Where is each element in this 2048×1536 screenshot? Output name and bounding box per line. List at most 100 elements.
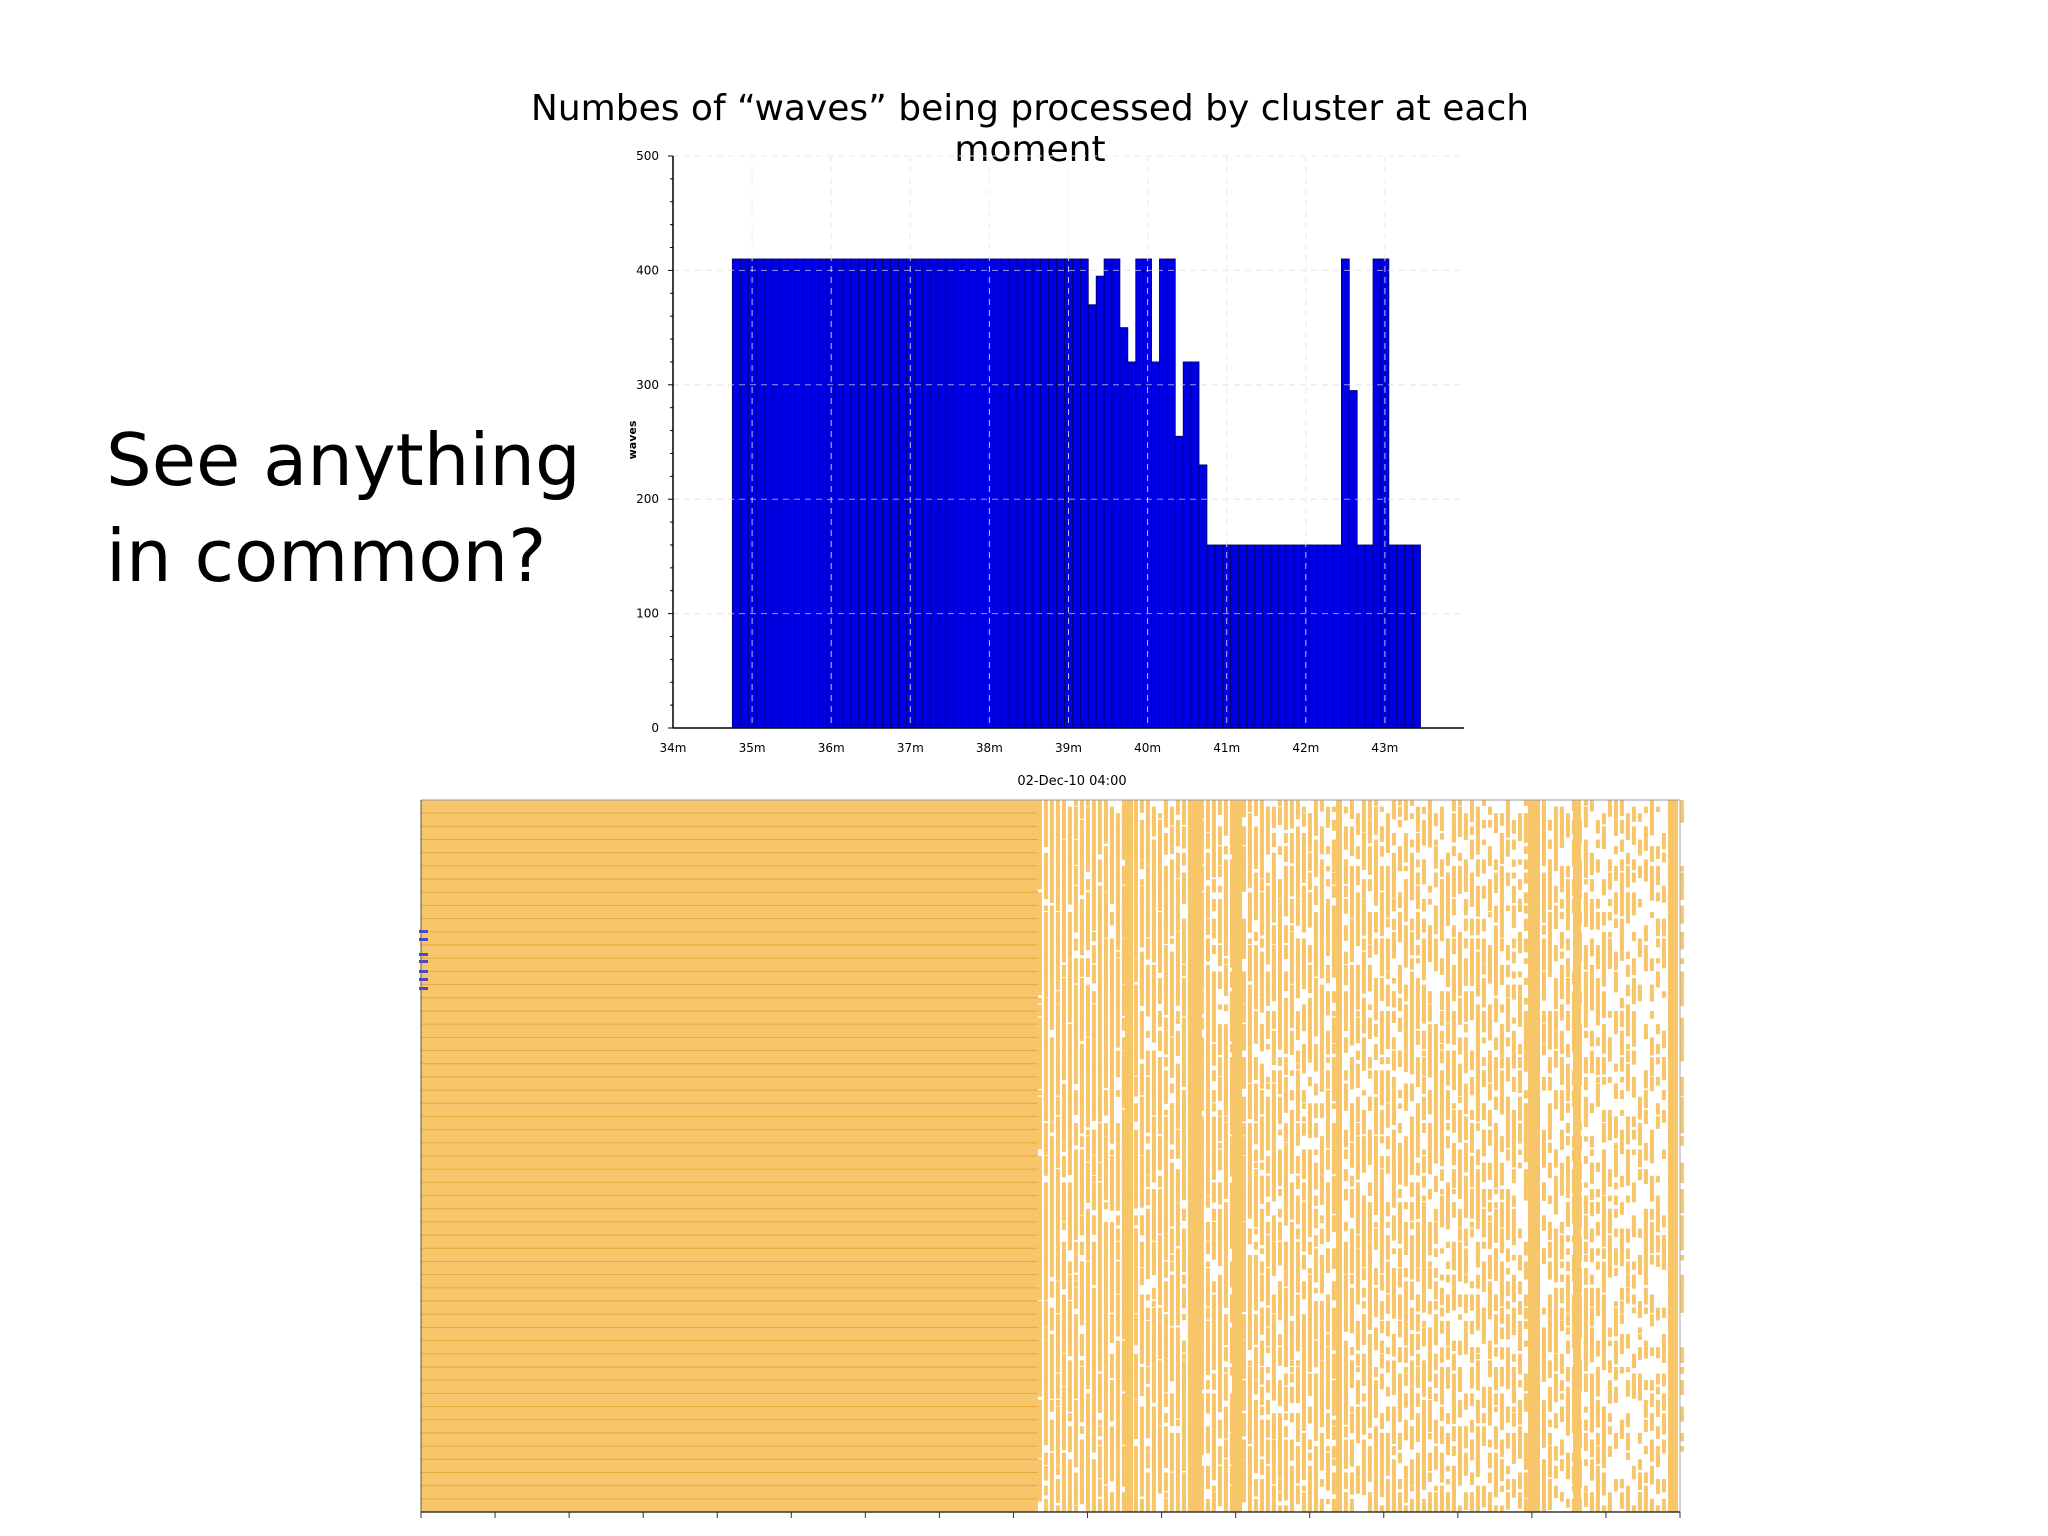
timeline-cell [1259, 865, 1264, 879]
timeline-cell [1145, 1248, 1150, 1257]
timeline-cell [1121, 826, 1126, 838]
timeline-cell [1247, 1208, 1252, 1217]
timeline-cell [1217, 1373, 1222, 1379]
timeline-cell [1277, 1485, 1282, 1492]
timeline-cell [1055, 1459, 1060, 1466]
timeline-cell [1145, 1175, 1150, 1188]
timeline-cell [1067, 1162, 1072, 1176]
timeline-cell [1079, 964, 1084, 975]
timeline-cell [1085, 958, 1090, 971]
timeline-cell [1145, 1076, 1150, 1090]
timeline-cell [1145, 1063, 1150, 1076]
timeline-cell [1325, 1076, 1330, 1089]
timeline-cell [1133, 1202, 1138, 1209]
timeline-cell [1313, 1505, 1318, 1512]
timeline-cell [1331, 1043, 1336, 1054]
timeline-cell [1313, 1327, 1318, 1340]
timeline-cell [1049, 1076, 1054, 1088]
timeline-cell [1241, 1274, 1246, 1282]
timeline-cell [1295, 1215, 1300, 1225]
timeline-cell [1037, 1327, 1042, 1338]
timeline-cell [1163, 1116, 1168, 1133]
timeline-cell [1175, 1235, 1180, 1247]
timeline-cell [1283, 1103, 1288, 1113]
timeline-cell [1055, 1017, 1060, 1028]
timeline-cell [1049, 885, 1054, 904]
timeline-cell [1181, 1103, 1186, 1110]
timeline-cell [1073, 1492, 1078, 1503]
timeline-cell [1067, 1439, 1072, 1451]
timeline-cell [1067, 1505, 1072, 1512]
timeline-cell [1043, 1419, 1048, 1429]
timeline-cell [1103, 885, 1108, 892]
timeline-cell [1061, 1215, 1066, 1222]
timeline-cell [1055, 1050, 1060, 1059]
timeline-cell [1043, 1386, 1048, 1394]
timeline-cell [1277, 1419, 1282, 1428]
timeline-cell [1325, 1498, 1330, 1505]
timeline-cell [1247, 1492, 1252, 1500]
timeline-cell [1037, 1380, 1042, 1387]
timeline-cell [1121, 879, 1126, 885]
timeline-cell [1091, 1472, 1096, 1480]
timeline-cell [1163, 1334, 1168, 1343]
timeline-cell [1181, 978, 1186, 990]
timeline-cell [1355, 1485, 1360, 1494]
timeline-cell [1085, 1156, 1090, 1162]
timeline-cell [1085, 1446, 1090, 1453]
timeline-cell [1265, 1446, 1270, 1465]
timeline-cell [1181, 918, 1186, 929]
timeline-cell [1121, 1235, 1126, 1248]
timeline-cell [1043, 1169, 1048, 1176]
timeline-cell [1151, 1386, 1156, 1403]
x-axis-label: 02-Dec-10 04:00 [1017, 774, 1126, 789]
timeline-cell [1049, 912, 1054, 922]
timeline-cell [1283, 1353, 1288, 1368]
timeline-cell [1133, 1010, 1138, 1025]
timeline-cell [1295, 1076, 1300, 1084]
timeline-cell [1289, 1505, 1294, 1512]
timeline-cell [1055, 898, 1060, 912]
timeline-cell [1043, 951, 1048, 961]
timeline-cell [1181, 1030, 1186, 1047]
timeline-cell [1247, 1505, 1252, 1512]
timeline-cell [1385, 964, 1390, 971]
timeline-cell [1139, 1472, 1144, 1479]
timeline-cell [1091, 892, 1096, 902]
timeline-cell [1037, 1485, 1042, 1497]
timeline-cell [1343, 1492, 1348, 1507]
timeline-cell [1325, 1479, 1330, 1488]
timeline-cell [1097, 1334, 1102, 1345]
timeline-cell [1319, 1505, 1324, 1512]
timeline-cell [1091, 1459, 1096, 1468]
timeline-cell [1139, 819, 1144, 833]
timeline-cell [1325, 1452, 1330, 1461]
timeline-cell [1115, 846, 1120, 861]
timeline-cell [1241, 1301, 1246, 1312]
timeline-cell [1283, 1373, 1288, 1386]
timeline-cell [1151, 859, 1156, 871]
timeline-cell [1055, 991, 1060, 1002]
timeline-cell [1037, 1399, 1042, 1409]
timeline-cell [1079, 1334, 1084, 1342]
timeline-cell [1355, 1037, 1360, 1044]
timeline-cell [1055, 1123, 1060, 1136]
timeline-cell [1223, 826, 1228, 836]
timeline-cell [1175, 1334, 1180, 1345]
timeline-cell [1145, 1123, 1150, 1131]
timeline-cell [1067, 978, 1072, 987]
timeline-cell [1091, 1320, 1096, 1338]
timeline-cell [1205, 1228, 1210, 1241]
timeline-cell [1109, 1228, 1114, 1239]
timeline-cell [1055, 1446, 1060, 1462]
timeline-cell [1205, 1406, 1210, 1414]
timeline-cell [1223, 1505, 1228, 1512]
timeline-cell [1061, 1030, 1066, 1040]
timeline-cell [1121, 872, 1126, 882]
timeline-cell [1277, 1248, 1282, 1266]
timeline-cell [1301, 865, 1306, 883]
timeline-cell [1091, 1432, 1096, 1441]
timeline-cell [1241, 1129, 1246, 1136]
timeline-cell [1205, 905, 1210, 913]
timeline-cell [1055, 800, 1060, 811]
